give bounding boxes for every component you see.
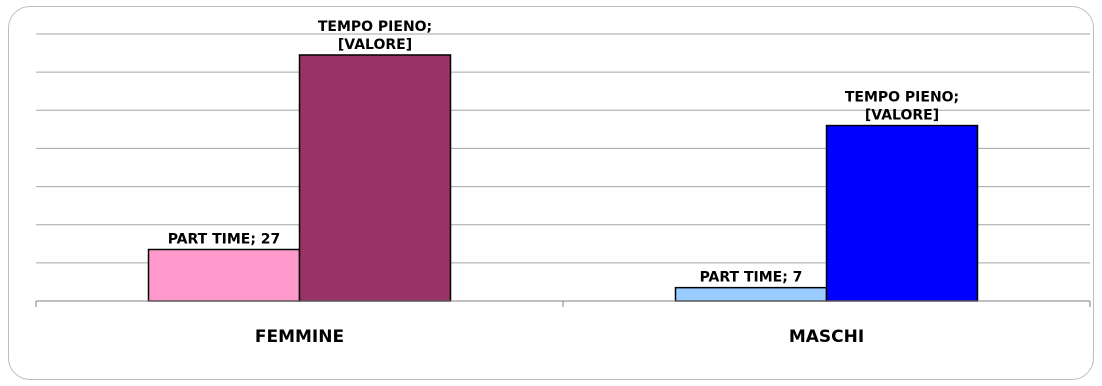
bar-part-time-maschi [674,286,828,302]
bar-tempo-pieno-femmine [298,54,452,302]
data-label: TEMPO PIENO; [VALORE] [318,19,432,53]
bar-tempo-pieno-maschi [825,124,979,302]
category-label-femmine: FEMMINE [255,327,344,347]
x-axis: FEMMINE MASCHI [35,300,1091,347]
data-labels: PART TIME; 27 TEMPO PIENO; [VALORE] PART TI… [168,19,959,286]
data-label: PART TIME; 7 [700,270,803,286]
bar-part-time-femmine [147,248,301,302]
data-label: PART TIME; 27 [168,232,281,248]
category-label-maschi: MASCHI [789,327,864,347]
data-label: TEMPO PIENO; [VALORE] [845,90,959,124]
